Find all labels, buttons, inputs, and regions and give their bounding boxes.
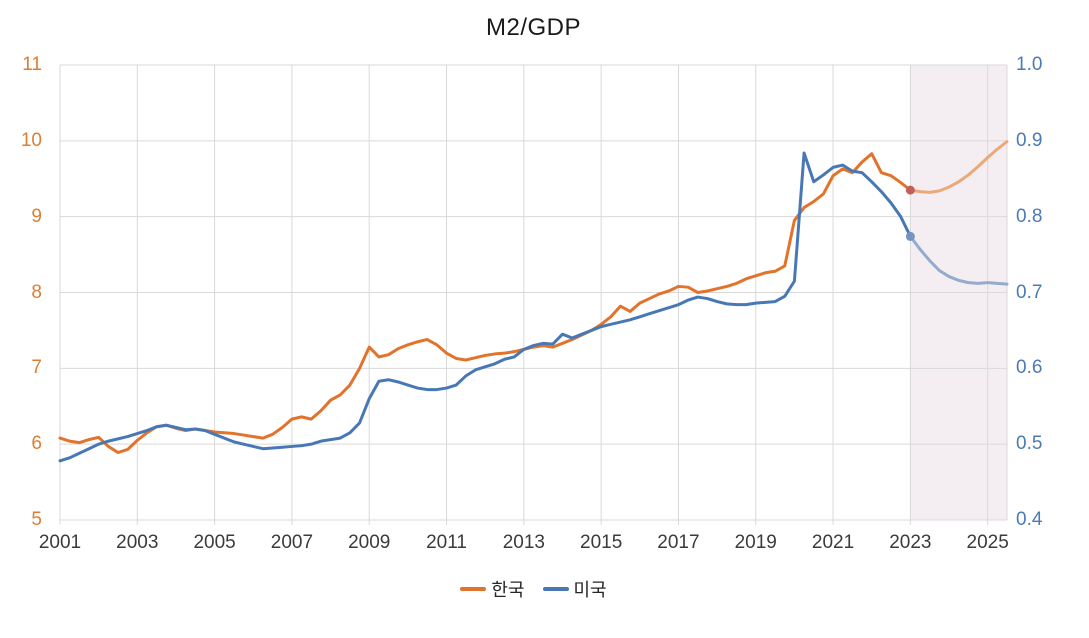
legend-label-us: 미국 bbox=[573, 580, 607, 600]
y-right-tick-label: 0.5 bbox=[1016, 433, 1043, 455]
x-tick-label: 2011 bbox=[426, 532, 467, 553]
x-tick-label: 2005 bbox=[193, 532, 236, 553]
y-left-tick-label: 6 bbox=[31, 433, 42, 455]
x-tick-label: 2003 bbox=[116, 532, 159, 553]
y-left-tick-label: 11 bbox=[22, 54, 42, 75]
y-right-tick-label: 0.9 bbox=[1016, 129, 1043, 151]
y-left-tick-label: 9 bbox=[31, 205, 42, 227]
x-tick-label: 2009 bbox=[348, 532, 391, 553]
korea-forecast-line bbox=[908, 140, 1009, 194]
x-tick-label: 2021 bbox=[811, 532, 855, 553]
x-tick-label: 2017 bbox=[657, 532, 700, 553]
y-right-tick-label: 0.8 bbox=[1016, 205, 1043, 227]
x-tick-label: 2001 bbox=[38, 532, 82, 553]
legend-item-korea: 한국 bbox=[460, 576, 525, 602]
korea-junction-marker bbox=[905, 185, 915, 195]
legend-label-korea: 한국 bbox=[491, 580, 525, 600]
y-right-tick-label: 0.7 bbox=[1016, 281, 1043, 303]
x-tick-label: 2007 bbox=[270, 532, 314, 553]
y-left-tick-label: 5 bbox=[31, 509, 42, 530]
us-line-swatch bbox=[542, 587, 569, 591]
x-tick-label: 2019 bbox=[734, 532, 777, 553]
y-right-tick-label: 0.6 bbox=[1016, 357, 1043, 379]
korea-line bbox=[58, 152, 912, 455]
us-junction-marker bbox=[905, 231, 915, 241]
x-tick-label: 2023 bbox=[889, 532, 932, 553]
y-right-tick-label: 0.4 bbox=[1016, 509, 1043, 530]
us-forecast-line bbox=[908, 234, 1009, 286]
y-right-tick-label: 1.0 bbox=[1016, 54, 1043, 75]
x-tick-label: 2013 bbox=[502, 532, 545, 553]
y-left-tick-label: 8 bbox=[31, 281, 42, 303]
legend-item-us: 미국 bbox=[542, 576, 607, 602]
y-left-tick-label: 7 bbox=[31, 357, 42, 379]
y-left-tick-label: 10 bbox=[20, 129, 42, 151]
chart-title: M2/GDP bbox=[485, 14, 581, 41]
chart-legend: 한국 미국 bbox=[0, 576, 1067, 602]
us-line bbox=[58, 151, 912, 463]
x-tick-label: 2015 bbox=[580, 532, 623, 553]
x-tick-label: 2025 bbox=[966, 532, 1009, 553]
korea-line-swatch bbox=[460, 587, 487, 591]
